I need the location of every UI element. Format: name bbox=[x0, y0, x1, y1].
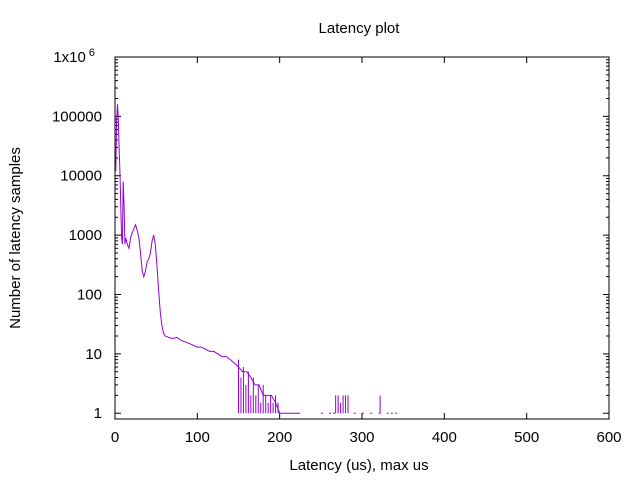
series-point bbox=[370, 412, 373, 414]
series-point bbox=[362, 412, 364, 414]
y-tick-label: 10 bbox=[85, 346, 102, 363]
series-point bbox=[394, 412, 397, 414]
series-point bbox=[378, 412, 381, 414]
series-point bbox=[320, 412, 323, 414]
x-tick-label: 0 bbox=[111, 429, 119, 446]
x-axis-label: Latency (us), max us bbox=[289, 457, 428, 474]
series-point bbox=[386, 412, 389, 414]
x-tick-label: 500 bbox=[514, 429, 539, 446]
plot-border bbox=[114, 56, 610, 420]
series-line bbox=[115, 104, 301, 414]
y-tick-label: 10000 bbox=[60, 168, 102, 185]
series-point bbox=[353, 412, 356, 414]
series-point bbox=[329, 412, 332, 414]
series-layer bbox=[115, 104, 397, 414]
y-tick-label: 1000 bbox=[69, 227, 102, 244]
plot-frame bbox=[114, 56, 610, 420]
y-axis-label: Number of latency samples bbox=[7, 147, 24, 329]
x-tick-label: 600 bbox=[596, 429, 621, 446]
y-tick-label: 100000 bbox=[52, 108, 102, 125]
x-tick-label: 300 bbox=[349, 429, 374, 446]
y-tick-label: 1x10 6 bbox=[53, 47, 95, 66]
x-tick-label: 100 bbox=[185, 429, 210, 446]
x-tick-label: 200 bbox=[267, 429, 292, 446]
y-axis-ticks: 1 10 100 1000 10000 100000 1x10 6 bbox=[52, 47, 609, 422]
x-tick-label: 400 bbox=[432, 429, 457, 446]
y-tick-exponent: 6 bbox=[89, 47, 95, 59]
series-point bbox=[333, 412, 336, 414]
y-tick-label: 100 bbox=[77, 286, 102, 303]
series-point bbox=[390, 412, 393, 414]
y-tick-label: 1 bbox=[94, 405, 102, 422]
chart-title: Latency plot bbox=[319, 20, 401, 37]
x-axis-ticks: 0 100 200 300 400 500 600 bbox=[111, 57, 622, 446]
